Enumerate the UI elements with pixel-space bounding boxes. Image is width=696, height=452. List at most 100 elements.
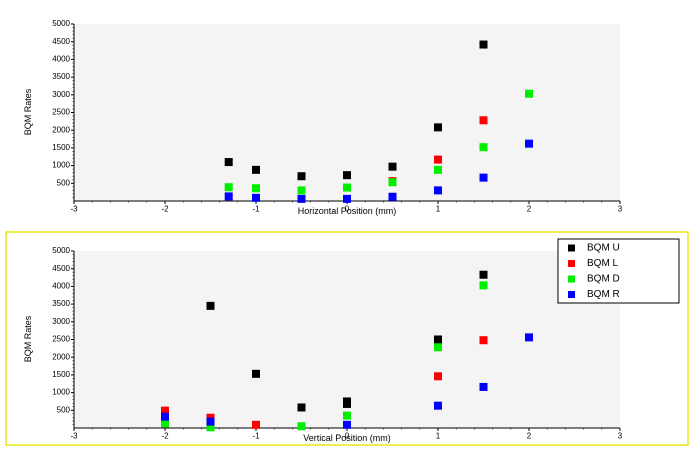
point-bqm-r [206, 417, 215, 426]
point-bqm-r [297, 194, 306, 203]
vertical-scan-chart: -3 -2 -1 0 1 2 3500100015002000250030003500400… [23, 238, 680, 443]
legend-box [557, 238, 680, 304]
y-tick-label: 1500 [52, 143, 70, 152]
y-tick-label: 500 [57, 405, 71, 414]
y-tick-label: 1000 [52, 388, 70, 397]
point-bqm-r [434, 401, 442, 410]
y-axis-label: BQM Rates [23, 315, 33, 362]
point-bqm-r [252, 193, 260, 202]
point-bqm-r [525, 139, 533, 148]
point-bqm-l [434, 372, 442, 381]
legend-swatch [568, 291, 575, 298]
point-bqm-d [434, 343, 442, 352]
point-bqm-u [252, 165, 260, 174]
point-bqm-d [388, 178, 397, 187]
point-bqm-r [343, 420, 351, 429]
legend-swatch [568, 260, 575, 267]
y-tick-label: 4000 [52, 282, 70, 291]
y-tick-label: 2000 [52, 352, 70, 361]
y-tick-label: 500 [57, 178, 71, 187]
y-tick-label: 4500 [52, 37, 70, 46]
point-bqm-u [224, 158, 233, 167]
x-tick-label: -2 [161, 205, 169, 214]
legend: BQM U BQM L BQM D BQM R [557, 238, 680, 304]
legend-entries: BQM U BQM L BQM D BQM R [568, 243, 620, 300]
point-bqm-u [434, 335, 442, 344]
y-tick-label: 3500 [52, 299, 70, 308]
point-bqm-u [479, 270, 488, 279]
y-tick-label: 5000 [52, 246, 70, 255]
legend-swatch [568, 244, 575, 252]
y-tick-label: 3000 [52, 317, 70, 326]
y-axis-label: BQM Rates [23, 88, 33, 135]
y-tick-label: 3500 [52, 72, 70, 81]
y-tick-label: 1500 [52, 370, 70, 379]
data-points [224, 40, 533, 203]
y-tick-label: 2000 [52, 125, 70, 134]
point-bqm-l [252, 420, 260, 429]
point-bqm-r [343, 194, 351, 203]
point-bqm-l [479, 116, 488, 125]
y-tick-label: 2500 [52, 335, 70, 344]
point-bqm-d [343, 183, 351, 192]
point-bqm-d [224, 183, 233, 192]
point-bqm-d [434, 165, 442, 174]
point-bqm-u [434, 123, 442, 132]
x-tick-label: 3 [618, 432, 623, 441]
x-axis-label: Horizontal Position (mm) [298, 206, 397, 216]
legend-label: BQM D [587, 274, 620, 285]
point-bqm-d [161, 419, 169, 428]
point-bqm-r [434, 186, 442, 195]
point-bqm-d [479, 281, 488, 290]
point-bqm-d [479, 143, 488, 152]
legend-label: BQM R [587, 289, 620, 300]
y-tick-label: 2500 [52, 108, 70, 117]
x-axis-label: Vertical Position (mm) [303, 433, 391, 443]
x-tick-label: -1 [252, 432, 260, 441]
point-bqm-u [479, 40, 488, 49]
x-tick-label: -3 [70, 205, 78, 214]
point-bqm-r [161, 412, 169, 421]
point-bqm-d [252, 184, 260, 193]
data-points [161, 270, 533, 432]
point-bqm-l [434, 155, 442, 164]
x-tick-label: 1 [436, 205, 441, 214]
point-bqm-l [479, 336, 488, 345]
point-bqm-u [343, 399, 351, 408]
point-bqm-u [388, 162, 397, 171]
x-tick-label: 0 [345, 432, 350, 441]
point-bqm-d [206, 423, 215, 432]
point-bqm-l [161, 406, 169, 415]
x-tick-label: 1 [436, 432, 441, 441]
point-bqm-d [297, 422, 306, 431]
x-tick-label: 2 [527, 205, 532, 214]
axis-ticks: -3 -2 -1 0 1 2 3500100015002000250030003500400… [52, 246, 623, 440]
y-tick-label: 4500 [52, 264, 70, 273]
legend-swatch [568, 275, 575, 283]
legend-label: BQM L [587, 258, 619, 269]
point-bqm-d [297, 186, 306, 195]
x-tick-label: 3 [618, 205, 623, 214]
point-bqm-r [479, 173, 488, 182]
point-bqm-d [525, 89, 533, 98]
selected-chart-frame[interactable] [5, 231, 689, 446]
y-tick-label: 3000 [52, 90, 70, 99]
point-bqm-r [479, 382, 488, 391]
horizontal-scan-chart: -3 -2 -1 0 1 2 3500100015002000250030003500400… [23, 19, 623, 216]
point-bqm-r [388, 192, 397, 201]
axis-ticks: -3 -2 -1 0 1 2 3500100015002000250030003500400… [52, 19, 623, 213]
point-bqm-r [525, 333, 533, 342]
x-tick-label: -2 [161, 432, 169, 441]
legend-label: BQM U [587, 243, 620, 254]
point-bqm-d [343, 411, 351, 420]
x-tick-label: -1 [252, 205, 260, 214]
x-tick-label: 2 [527, 432, 532, 441]
point-bqm-u [343, 171, 351, 180]
x-tick-label: -3 [70, 432, 78, 441]
y-tick-label: 4000 [52, 55, 70, 64]
x-tick-label: 0 [345, 205, 350, 214]
point-bqm-r [224, 192, 233, 201]
point-bqm-u [297, 172, 306, 181]
point-bqm-u [297, 403, 306, 412]
